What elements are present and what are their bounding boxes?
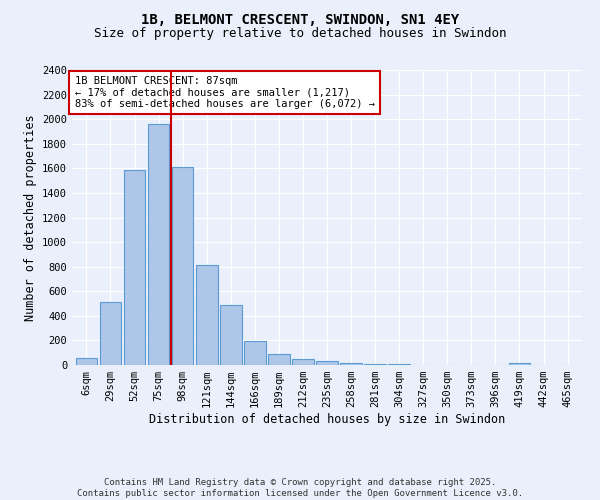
Bar <box>364 364 386 365</box>
Text: Size of property relative to detached houses in Swindon: Size of property relative to detached ho… <box>94 28 506 40</box>
Bar <box>100 302 121 365</box>
Bar <box>196 266 218 365</box>
Text: 1B, BELMONT CRESCENT, SWINDON, SN1 4EY: 1B, BELMONT CRESCENT, SWINDON, SN1 4EY <box>141 12 459 26</box>
Bar <box>340 363 362 365</box>
Bar <box>172 167 193 365</box>
X-axis label: Distribution of detached houses by size in Swindon: Distribution of detached houses by size … <box>149 413 505 426</box>
Bar <box>220 305 242 365</box>
Text: Contains HM Land Registry data © Crown copyright and database right 2025.
Contai: Contains HM Land Registry data © Crown c… <box>77 478 523 498</box>
Bar <box>124 170 145 365</box>
Text: 1B BELMONT CRESCENT: 87sqm
← 17% of detached houses are smaller (1,217)
83% of s: 1B BELMONT CRESCENT: 87sqm ← 17% of deta… <box>74 76 374 109</box>
Bar <box>244 341 266 365</box>
Bar <box>388 364 410 365</box>
Bar <box>148 124 169 365</box>
Bar <box>509 363 530 365</box>
Bar <box>316 362 338 365</box>
Y-axis label: Number of detached properties: Number of detached properties <box>23 114 37 321</box>
Bar <box>292 360 314 365</box>
Bar <box>268 354 290 365</box>
Bar <box>76 358 97 365</box>
